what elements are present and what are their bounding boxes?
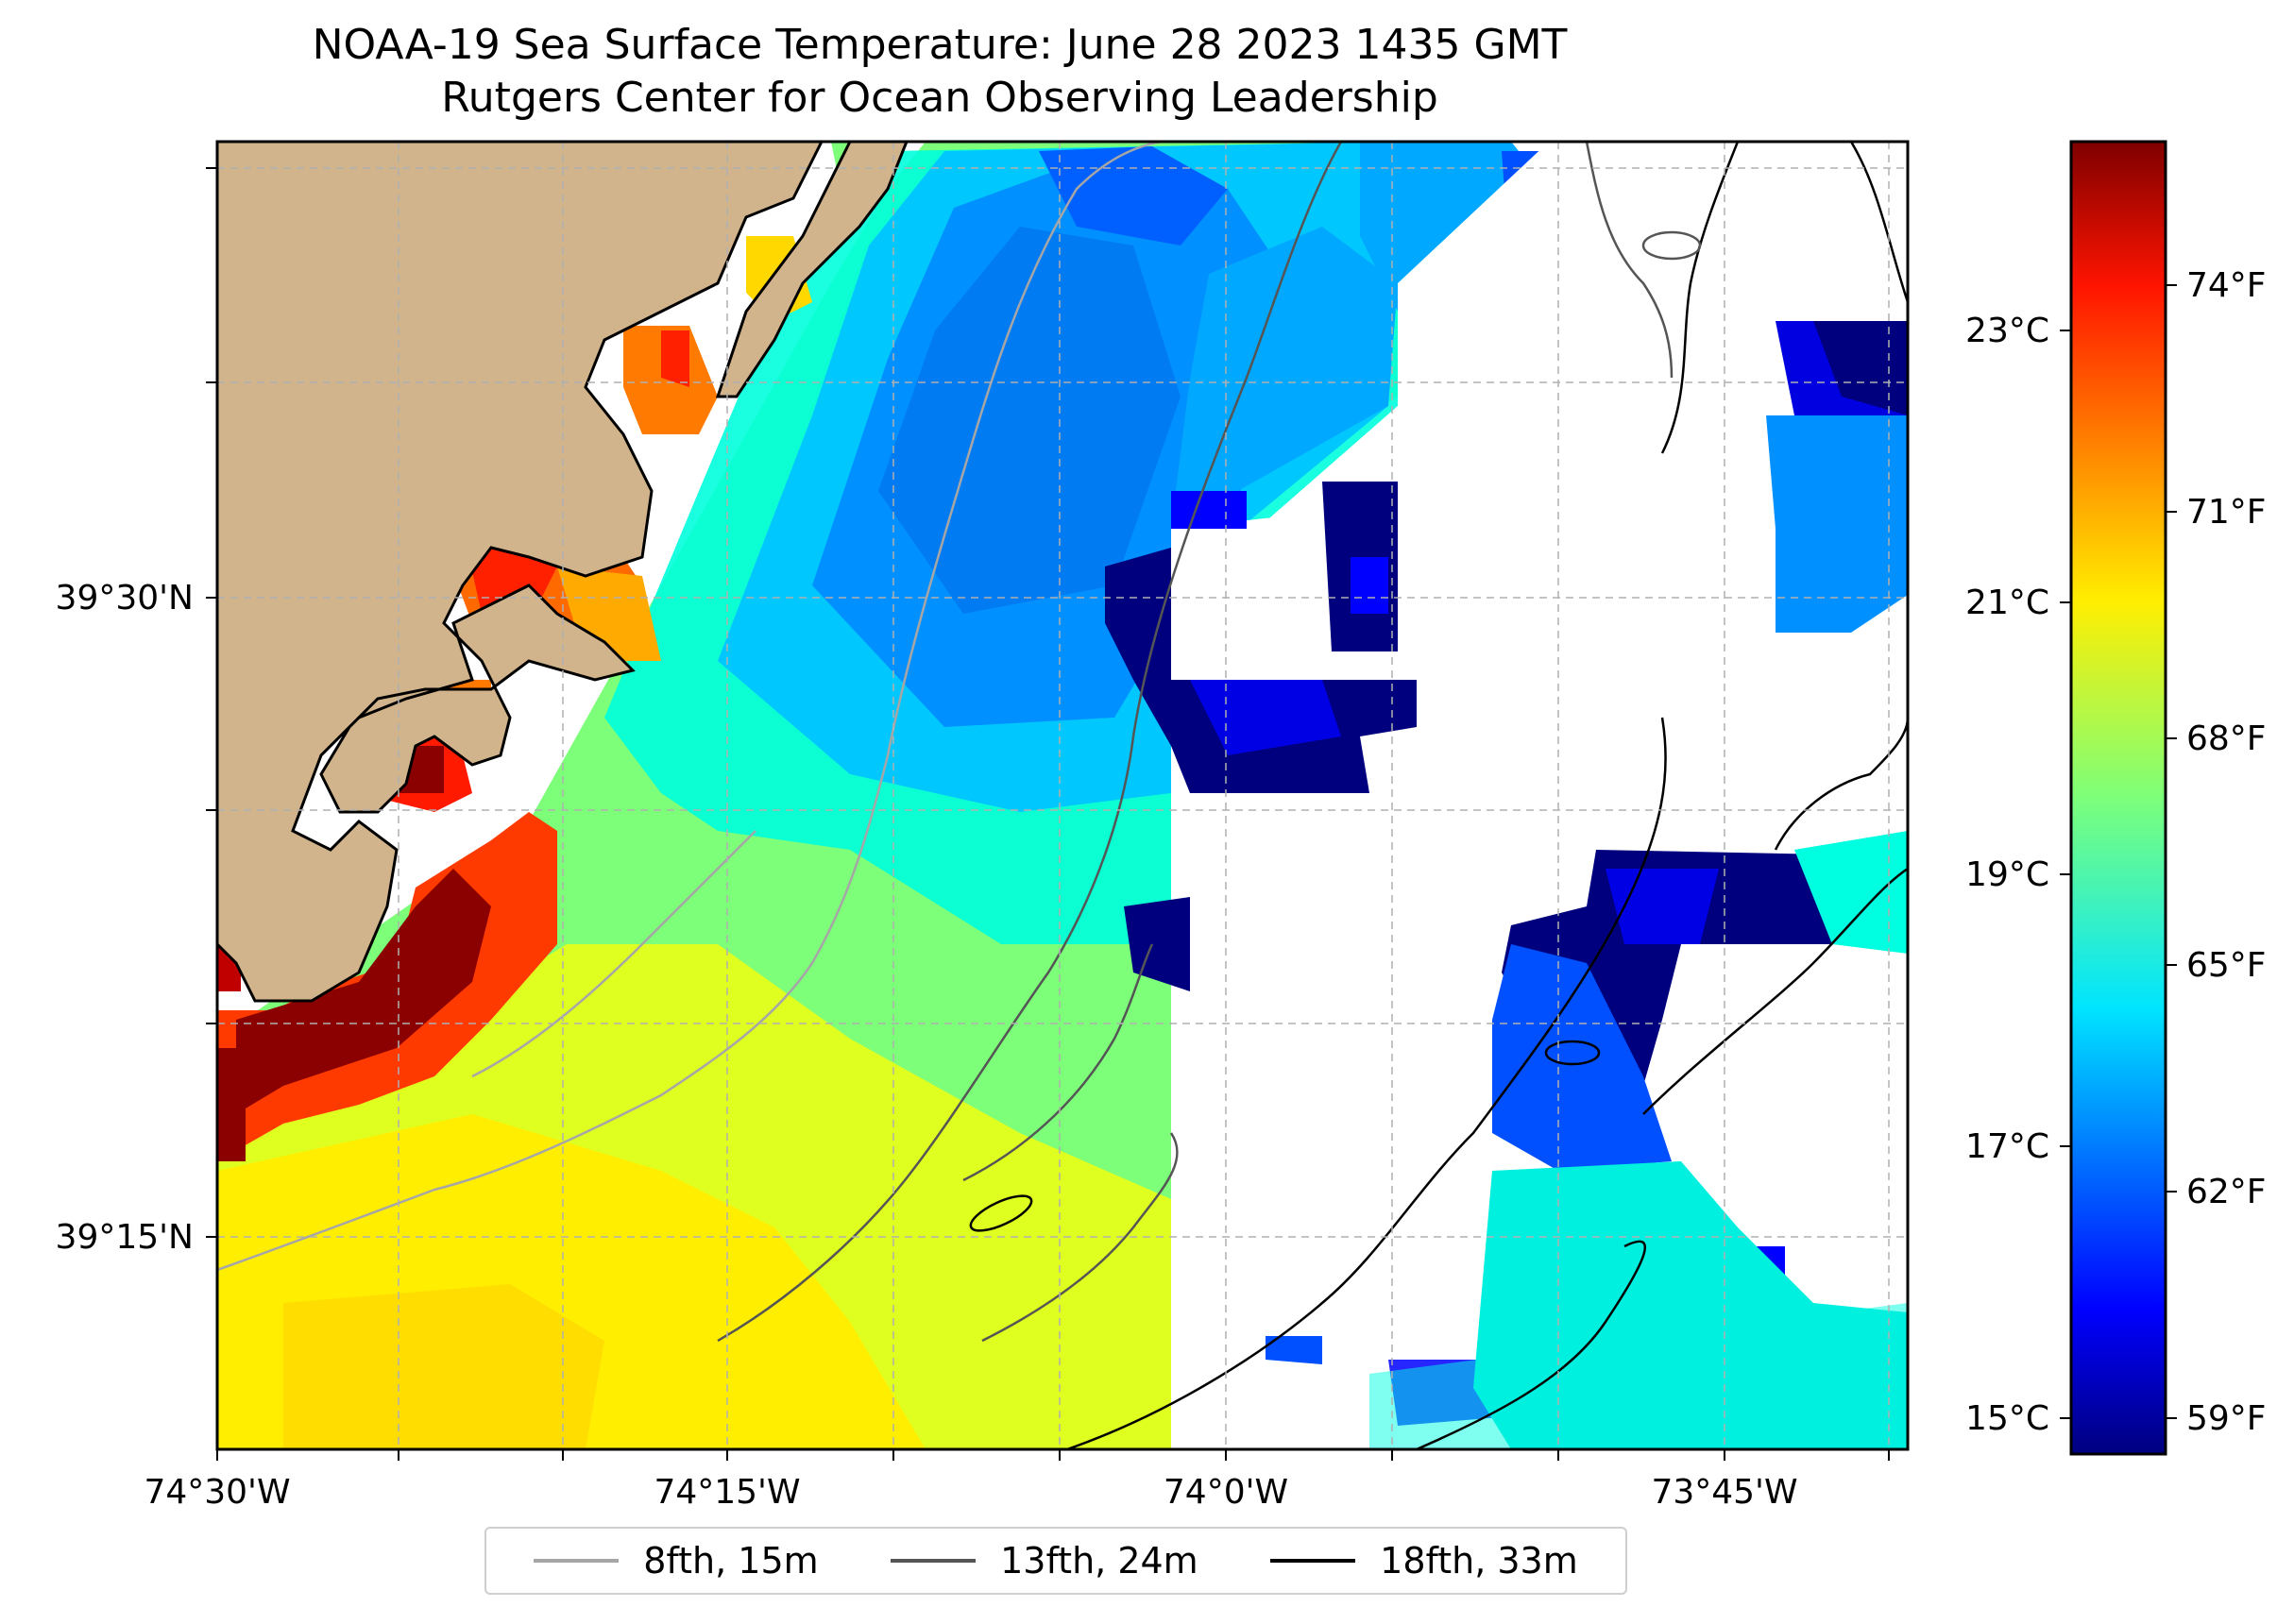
celsius-tick: 21°C [1965,584,2049,622]
x-tick-label: 73°45'W [1651,1473,1797,1512]
fahrenheit-tick: 74°F [2186,266,2267,305]
legend-item-18fth: 18fth, 33m [1270,1540,1578,1582]
legend-label: 13fth, 24m [1000,1540,1198,1582]
bathymetry-contours [217,142,1908,1449]
gridlines [217,142,1908,1449]
y-tick-label: 39°30'N [56,579,194,617]
legend-line-light-gray [534,1559,620,1563]
legend-line-dark-gray [891,1559,977,1563]
map-frame [215,140,1910,1451]
sst-map[interactable] [217,142,1908,1449]
celsius-tick: 23°C [1965,312,2049,350]
fahrenheit-tick: 68°F [2186,719,2267,758]
x-tick-label: 74°0'W [1164,1473,1288,1512]
land-mass [217,142,909,1003]
cold-pockets [1105,321,1908,1449]
fahrenheit-tick: 59°F [2186,1399,2267,1438]
map-title: NOAA-19 Sea Surface Temperature: June 28… [312,21,1568,69]
colorbar: 23°C 21°C 19°C 17°C 15°C 74°F 71°F 68°F … [1965,140,2267,1456]
celsius-tick: 15°C [1965,1399,2049,1438]
celsius-tick: 17°C [1965,1127,2049,1166]
x-tick-label: 74°30'W [144,1473,290,1512]
legend-item-8fth: 8fth, 15m [534,1540,819,1582]
fahrenheit-tick: 62°F [2186,1173,2267,1211]
map-subtitle: Rutgers Center for Ocean Observing Leade… [441,74,1438,122]
y-tick-label: 39°15'N [56,1218,194,1257]
legend-item-13fth: 13fth, 24m [891,1540,1198,1582]
sst-field [217,142,1568,1449]
legend-label: 18fth, 33m [1380,1540,1578,1582]
axis-ticks [206,167,1890,1461]
colorbar-gradient [2069,140,2167,1456]
fahrenheit-tick: 65°F [2186,946,2267,985]
cloud-gaps [1171,142,1908,1449]
fahrenheit-tick: 71°F [2186,493,2267,532]
celsius-tick: 19°C [1965,855,2049,894]
legend-label: 8fth, 15m [643,1540,819,1582]
contour-legend: 8fth, 15m 13fth, 24m 18fth, 33m [484,1527,1627,1595]
x-tick-label: 74°15'W [654,1473,800,1512]
legend-line-black [1270,1559,1356,1563]
